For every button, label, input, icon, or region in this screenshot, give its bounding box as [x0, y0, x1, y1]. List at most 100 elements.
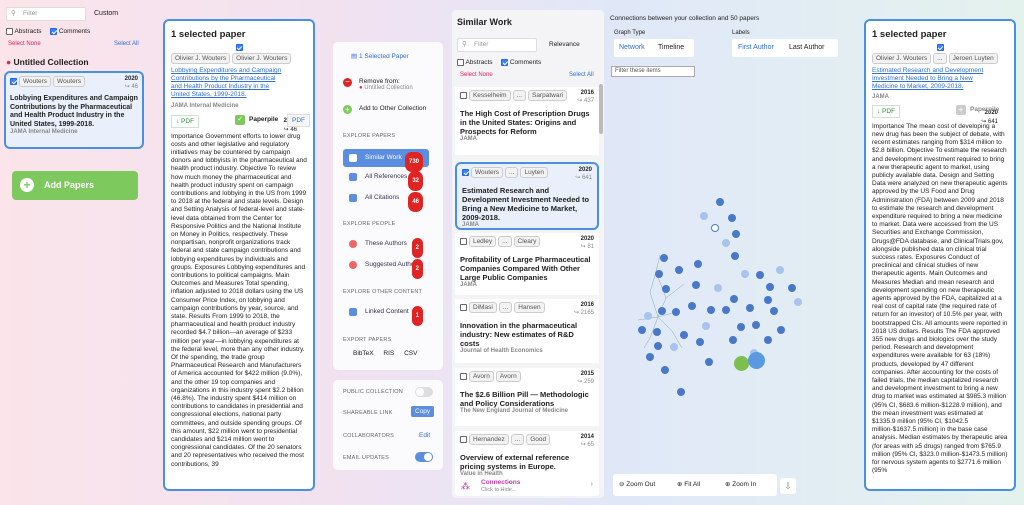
graph-node[interactable] [776, 266, 784, 274]
last-author-option[interactable]: Last Author [789, 44, 825, 51]
similar-paper-card[interactable]: Wouters... Luyten 2020 ↪ 641 Estimated Resea… [455, 162, 599, 230]
graph-node[interactable] [646, 353, 654, 361]
export-csv-link[interactable]: CSV [404, 350, 418, 357]
graph-node[interactable] [729, 336, 737, 344]
graph-node[interactable] [702, 322, 710, 330]
graph-node[interactable] [756, 271, 764, 279]
select-all-link[interactable]: Select All [569, 72, 594, 78]
edit-collaborators-link[interactable]: Edit [419, 432, 431, 439]
export-bibtex-link[interactable]: BibTeX [353, 350, 374, 357]
pdf-button[interactable]: ↓ PDF [171, 114, 200, 128]
graph-node[interactable] [660, 254, 668, 262]
first-author-option[interactable]: First Author [738, 44, 774, 51]
pdf-button[interactable]: ↓ PDF [872, 104, 901, 118]
author-chip[interactable]: Wouters [18, 76, 52, 87]
left-filter-input[interactable]: ⚲ Filter [6, 7, 86, 21]
author-chip[interactable]: Olivier J. Wouters [232, 53, 292, 65]
graph-node[interactable] [732, 230, 740, 238]
graph-node[interactable] [705, 358, 713, 366]
author-chip[interactable]: DiMasi [468, 302, 497, 313]
selected-node[interactable] [748, 352, 765, 369]
author-chip[interactable]: ... [933, 53, 947, 65]
copy-link-button[interactable]: Copy [411, 406, 435, 417]
graph-node[interactable] [677, 388, 685, 396]
author-chip[interactable]: Sarpatwari [527, 90, 568, 101]
abstracts-toggle[interactable]: Abstracts [457, 59, 493, 66]
selected-paper-checkbox[interactable] [936, 44, 944, 51]
graph-node[interactable] [764, 296, 772, 304]
select-all-link[interactable]: Select All [114, 41, 139, 47]
graph-filter-input[interactable]: Filter these items [611, 66, 695, 77]
connections-toggle[interactable]: ⁂ Connections Click to Hide... › [455, 476, 599, 496]
abstracts-checkbox[interactable] [6, 28, 13, 35]
similar-list-scrollbar[interactable] [599, 84, 603, 134]
collection-node[interactable] [734, 356, 749, 371]
paper-checkbox[interactable] [460, 303, 467, 311]
collection-paper-card[interactable]: Wouters Wouters 2020 ↪ 46 Lobbying Expend… [4, 71, 144, 149]
menu-these-authors[interactable]: These Authors 2 [343, 235, 429, 258]
comments-checkbox[interactable] [501, 59, 508, 66]
menu-all-citations[interactable]: All Citations 46 [343, 189, 429, 212]
public-toggle[interactable] [415, 387, 433, 397]
author-chip[interactable]: ... [498, 302, 513, 313]
author-chip[interactable]: Olivier J. Wouters [872, 53, 932, 65]
graph-node[interactable] [688, 302, 696, 310]
zoom-in-button[interactable]: ⊕ Zoom In [725, 480, 756, 488]
graph-node[interactable] [722, 239, 730, 247]
select-none-link[interactable]: Select None [8, 41, 41, 47]
author-chip[interactable]: Olivier J. Wouters [171, 53, 231, 65]
graph-node[interactable] [696, 338, 704, 346]
author-chip[interactable]: Ledley [468, 236, 497, 247]
paper-checkbox[interactable] [10, 77, 17, 85]
paper-title-link[interactable]: Lobbying Expenditures and Campaign Contr… [171, 67, 282, 98]
graph-node[interactable] [662, 285, 670, 293]
author-chip[interactable]: Wouters [470, 167, 504, 178]
selected-paper-checkbox[interactable] [235, 44, 243, 51]
author-chip[interactable]: Avorn [468, 371, 494, 382]
author-chip[interactable]: Luyten [520, 167, 548, 178]
abstracts-toggle[interactable]: Abstracts [6, 28, 42, 35]
author-chip[interactable]: ... [512, 90, 526, 101]
graph-node[interactable] [722, 306, 730, 314]
graph-node[interactable] [700, 212, 708, 220]
author-chip[interactable]: ... [498, 236, 512, 247]
graph-node[interactable] [788, 284, 796, 292]
author-chip[interactable]: ... [510, 434, 525, 445]
comments-checkbox[interactable] [50, 28, 57, 35]
graph-node[interactable] [794, 298, 802, 306]
author-chip[interactable]: Kesselheim [468, 90, 511, 101]
similar-paper-card[interactable]: DiMasi... Hansen 2016 ↪ 2165 Innovation in t… [455, 299, 599, 363]
remove-from-button[interactable]: − Remove from: ● Untitled Collection [343, 78, 413, 91]
paper-checkbox[interactable] [460, 372, 467, 380]
menu-suggested-authors[interactable]: Suggested Authors 2 [343, 256, 429, 279]
paper-title-link[interactable]: Estimated Research and Development Inves… [872, 67, 984, 90]
sort-relevance[interactable]: Relevance [549, 41, 580, 48]
graph-node[interactable] [737, 323, 745, 331]
graph-node[interactable] [711, 224, 719, 232]
graph-node[interactable] [716, 198, 724, 206]
select-none-link[interactable]: Select None [460, 72, 493, 78]
author-chip[interactable]: ... [505, 167, 519, 178]
author-chip[interactable]: Good [526, 434, 551, 445]
collection-title[interactable]: ● Untitled Collection [6, 57, 89, 67]
similar-filter-input[interactable]: ⚲ Filter [457, 38, 537, 52]
paper-checkbox[interactable] [460, 237, 467, 245]
graph-node[interactable] [728, 214, 736, 222]
graph-node[interactable] [654, 342, 662, 350]
timeline-option[interactable]: Timeline [658, 44, 685, 51]
graph-node[interactable] [655, 270, 663, 278]
graph-node[interactable] [661, 366, 669, 374]
zoom-out-button[interactable]: ⊖ Zoom Out [619, 480, 655, 488]
similar-paper-card[interactable]: Ledley... Cleary 2020 ↪ 81 Profitability of … [455, 233, 599, 295]
graph-node[interactable] [658, 307, 666, 315]
author-chip[interactable]: Hansen [514, 302, 545, 313]
graph-node[interactable] [707, 306, 715, 314]
comments-toggle[interactable]: Comments [501, 59, 541, 66]
graph-node[interactable] [730, 295, 738, 303]
abstracts-checkbox[interactable] [457, 59, 464, 66]
author-chip[interactable]: Cleary [513, 236, 541, 247]
paper-checkbox[interactable] [460, 91, 467, 99]
paper-checkbox[interactable] [462, 168, 469, 176]
graph-node[interactable] [670, 343, 678, 351]
paperpile-pdf-button[interactable]: PDF [287, 113, 310, 127]
